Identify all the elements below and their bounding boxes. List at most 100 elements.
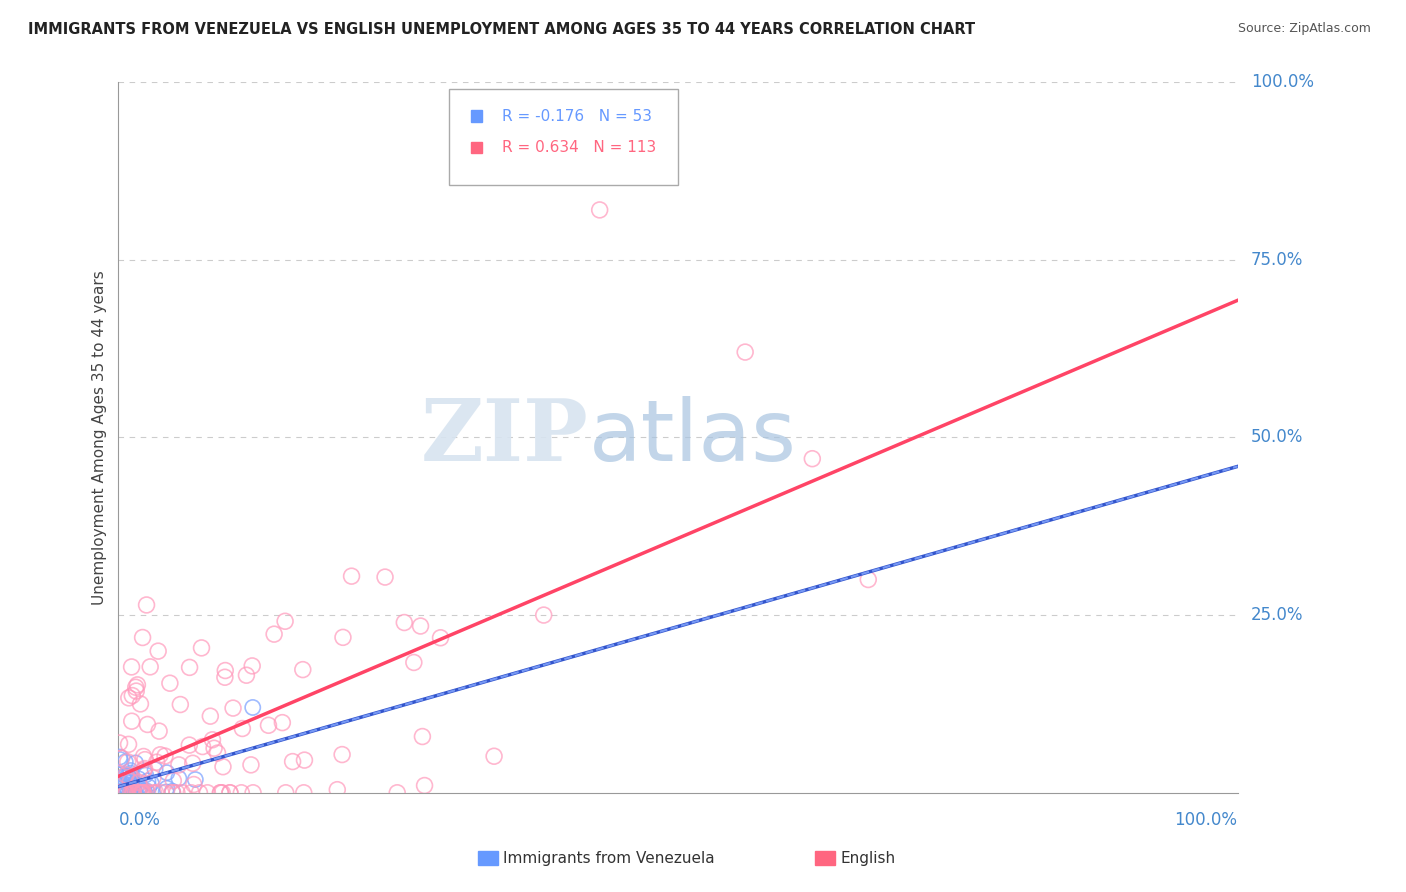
Point (263, 627, 285, 641)
Text: atlas: atlas (589, 396, 796, 479)
Point (121, 714, 143, 729)
Point (292, 786, 315, 800)
FancyBboxPatch shape (449, 89, 678, 185)
Text: Immigrants from Venezuela: Immigrants from Venezuela (503, 851, 716, 865)
Point (135, 768, 157, 782)
Point (114, 786, 136, 800)
Text: 100.0%: 100.0% (1174, 811, 1237, 829)
Point (117, 778, 139, 792)
Point (326, 782, 349, 797)
Point (162, 786, 184, 800)
Point (141, 776, 163, 790)
Point (197, 786, 219, 800)
Point (129, 780, 152, 794)
Point (127, 678, 149, 692)
Point (200, 709, 222, 723)
Point (214, 670, 236, 684)
Text: Source: ZipAtlas.com: Source: ZipAtlas.com (1237, 22, 1371, 36)
Point (110, 786, 132, 800)
Text: 50.0%: 50.0% (1251, 428, 1303, 446)
Point (143, 763, 166, 777)
Point (112, 770, 135, 784)
Point (121, 660, 143, 674)
Point (167, 757, 190, 772)
Bar (471, 142, 482, 153)
Point (181, 756, 204, 771)
Point (132, 749, 155, 764)
Point (235, 668, 257, 682)
Point (207, 746, 229, 760)
Point (209, 786, 232, 800)
Point (156, 781, 179, 796)
Point (114, 785, 136, 799)
Point (146, 644, 169, 658)
Point (117, 737, 139, 751)
Point (242, 700, 264, 714)
Point (114, 786, 136, 800)
Point (332, 631, 354, 645)
Point (128, 775, 150, 789)
Point (188, 786, 211, 800)
Point (114, 755, 136, 769)
Point (179, 738, 201, 752)
Point (274, 786, 297, 800)
Point (155, 785, 177, 799)
Point (162, 773, 184, 788)
Point (858, 573, 880, 587)
Point (121, 785, 143, 799)
Point (429, 631, 451, 645)
Point (131, 631, 153, 645)
Point (132, 786, 155, 800)
Point (117, 770, 139, 784)
Point (222, 701, 245, 715)
Point (117, 769, 139, 783)
Point (148, 724, 170, 739)
Point (394, 615, 416, 630)
Point (125, 779, 148, 793)
Point (413, 779, 436, 793)
Point (129, 786, 152, 800)
Point (411, 730, 433, 744)
Point (169, 698, 191, 712)
Point (167, 772, 190, 786)
Point (115, 786, 138, 800)
Point (136, 786, 159, 800)
Text: R = 0.634   N = 113: R = 0.634 N = 113 (502, 140, 657, 155)
Point (128, 772, 150, 786)
Point (118, 690, 141, 705)
Point (128, 786, 150, 800)
Point (121, 769, 143, 783)
Point (374, 570, 396, 584)
Point (114, 786, 136, 800)
Point (135, 598, 157, 612)
Point (134, 762, 156, 776)
Point (340, 569, 363, 583)
Point (118, 776, 141, 790)
Point (108, 736, 131, 750)
Point (131, 786, 153, 800)
Point (120, 774, 142, 789)
Point (156, 765, 179, 780)
Point (112, 779, 135, 793)
Point (409, 619, 432, 633)
Y-axis label: Unemployment Among Ages 35 to 44 years: Unemployment Among Ages 35 to 44 years (93, 270, 107, 605)
Point (801, 451, 824, 466)
Point (533, 608, 555, 623)
Point (162, 786, 184, 800)
Point (402, 656, 425, 670)
Point (139, 660, 162, 674)
Point (112, 786, 135, 800)
Point (239, 757, 262, 772)
Text: R = -0.176   N = 53: R = -0.176 N = 53 (502, 109, 652, 124)
Point (153, 749, 176, 764)
Point (219, 786, 242, 800)
Text: 100.0%: 100.0% (1251, 73, 1315, 91)
Point (134, 753, 156, 767)
Point (115, 782, 138, 797)
Point (190, 640, 212, 655)
Point (180, 786, 202, 800)
Point (125, 684, 148, 698)
Point (110, 781, 132, 796)
Point (209, 786, 232, 800)
Point (294, 753, 316, 767)
